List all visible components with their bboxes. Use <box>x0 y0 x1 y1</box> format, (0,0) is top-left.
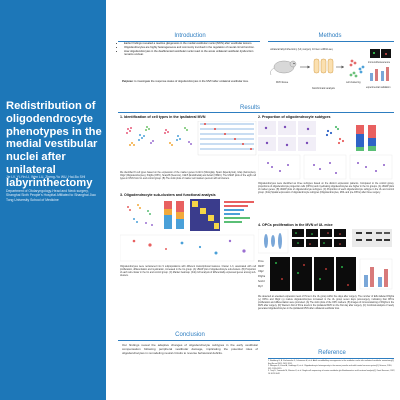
umap-plot <box>158 121 194 149</box>
marker-umap-grid <box>258 121 316 151</box>
poster-title: Redistribution of oligodendrocyte phenot… <box>6 100 102 189</box>
result-1-text: We identified 8 cell types based on the … <box>120 172 256 180</box>
quantification-bars <box>359 258 393 290</box>
result-4-figure: Pcna Mki67 Olig2 Pdgfra Sox10 Myrf <box>258 229 393 291</box>
mouse-eye-icon <box>293 62 295 65</box>
methods-label: bioinformatic analysis <box>312 87 336 90</box>
arrowhead-icon <box>341 65 344 69</box>
tube-icon <box>320 58 327 74</box>
confocal-images <box>270 257 356 291</box>
bar-icon <box>381 71 384 81</box>
purpose-text: : to investigate the response status of … <box>132 80 249 83</box>
reference-item: 3. Tsuji D, Yamazaki M, Shimizu K, et al… <box>268 370 395 375</box>
reference-item: 2. Marques S, Zeisel A, Codeluppi S, et … <box>268 365 392 370</box>
intro-bullet: Oligodendrocytes are highly heterogeneou… <box>124 46 262 49</box>
bar-icon <box>370 73 373 81</box>
methods-label: immunofluorescence <box>368 61 391 64</box>
introduction-bullets: Earlier findings revealed a reactive gli… <box>120 42 262 57</box>
tube-icon <box>313 58 320 74</box>
row-label: Olig2 <box>258 270 264 273</box>
opc-violin-plots <box>258 229 289 254</box>
affiliation: Department of Otolaryngology-Head and Ne… <box>6 189 96 202</box>
conclusion-heading: Conclusion <box>175 332 205 338</box>
spatial-umaps <box>258 154 393 180</box>
immuno-image <box>370 49 380 58</box>
violin-plot <box>197 121 257 156</box>
bar-icon <box>375 69 378 81</box>
result-4-heading: 4. OPCs proliferation in the MVN of UL m… <box>258 223 333 227</box>
row-label: Myrf <box>258 285 263 288</box>
subcluster-proportion <box>164 201 184 229</box>
conclusion-text: Our findings reveal the adaptive changes… <box>122 343 258 355</box>
subtype-umap <box>320 121 350 151</box>
umap-plot <box>120 121 156 149</box>
intro-bullet: Earlier findings revealed a reactive gli… <box>124 42 262 45</box>
bar-icon <box>386 67 389 81</box>
reference-rule <box>268 358 394 359</box>
cluster-plot-icon <box>349 59 365 78</box>
methods-label: MVN tissue <box>276 81 289 84</box>
methods-label: experimental validation <box>366 86 391 89</box>
purpose-statement: Purpose: to investigate the response sta… <box>122 80 258 83</box>
go-analysis-bars <box>224 201 254 223</box>
result-1-figure <box>120 121 257 156</box>
marker-heatmap <box>190 199 220 231</box>
proportion-bars <box>356 125 376 151</box>
reference-item: 1. Brattberg G, B. Kuchmenko G, Johansso… <box>268 360 395 365</box>
result-2-figure <box>258 121 393 180</box>
result-2-heading: 2. Proportion of oligodendrocyte subtype… <box>258 115 331 119</box>
result-3-heading: 3. Oligodendrocyte sub-clusters and func… <box>120 193 216 197</box>
mouse-head-icon <box>289 60 297 68</box>
conclusion-rule <box>118 340 260 341</box>
intro-bullet: How oligodendrocytes in the deafferented… <box>124 50 262 57</box>
reference-list: 1. Brattberg G, B. Kuchmenko G, Johansso… <box>268 360 396 375</box>
subcluster-umap <box>120 199 160 231</box>
introduction-heading: Introduction <box>174 33 206 39</box>
result-3-figure <box>120 199 255 262</box>
result-4-text: We detected an elevated expression level… <box>258 296 395 310</box>
result-2-text: Oligodendrocytes were identified as thre… <box>258 183 394 194</box>
western-blot <box>352 229 392 247</box>
result-3-text: Oligodendrocytes were reclustered into 9… <box>120 266 256 277</box>
reference-heading: Reference <box>318 350 346 356</box>
methods-diagram: unilateral labyrinthectomy (UL) surgery … <box>270 48 391 90</box>
row-label: Pdgfra <box>258 275 266 278</box>
results-heading: Results <box>239 105 260 111</box>
results-rule <box>118 112 394 113</box>
methods-label: unilateral labyrinthectomy (UL) surgery <box>270 48 312 51</box>
immunostain-grid <box>292 229 346 247</box>
introduction-rule <box>118 41 260 42</box>
methods-label: 10 Gen scRNA-seq <box>312 48 333 51</box>
author-list: Jie LV, Yi-Yin LI, Wen LU, Zheng-Yu WU, … <box>6 175 86 179</box>
purpose-label: Purpose <box>122 80 133 83</box>
go-dotplot <box>120 234 255 262</box>
row-label: Pcna <box>258 260 264 263</box>
arrowhead-icon <box>307 65 310 69</box>
tube-icon <box>327 58 334 74</box>
title-column: Redistribution of oligodendrocyte phenot… <box>0 0 106 400</box>
confocal-row-labels: Pcna Mki67 Olig2 Pdgfra Sox10 Myrf <box>258 260 266 288</box>
row-label: Sox10 <box>258 280 265 283</box>
methods-label: cell clustering <box>346 81 361 84</box>
mouse-tail-icon <box>270 67 275 76</box>
methods-heading: Methods <box>318 33 342 39</box>
result-1-heading: 1. Identification of cell types in the i… <box>120 115 206 119</box>
row-label: Mki67 <box>258 265 265 268</box>
methods-rule <box>268 41 394 42</box>
